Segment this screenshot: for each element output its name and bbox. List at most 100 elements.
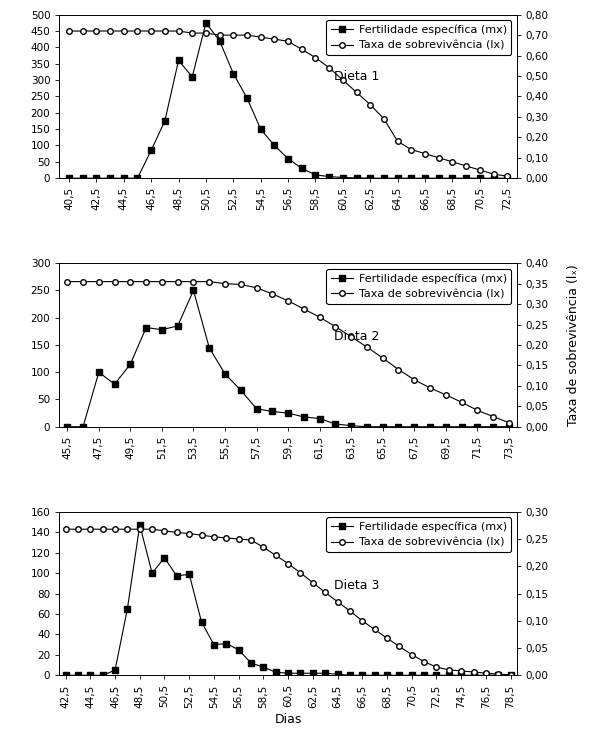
Taxa de sobrevivência (lx) <box>244 31 251 40</box>
Taxa de sobrevivência (lx) <box>285 297 292 305</box>
Legend: Fertilidade específica (mx), Taxa de sobrevivência (lx): Fertilidade específica (mx), Taxa de sob… <box>327 269 511 304</box>
Fertilidade específica (mx) <box>443 422 450 431</box>
Taxa de sobrevivência (lx) <box>190 277 197 286</box>
Fertilidade específica (mx) <box>312 170 319 179</box>
Fertilidade específica (mx) <box>458 422 465 431</box>
Taxa de sobrevivência (lx) <box>223 534 230 542</box>
Fertilidade específica (mx) <box>449 174 456 183</box>
Fertilidade específica (mx) <box>257 125 264 134</box>
Legend: Fertilidade específica (mx), Taxa de sobrevivência (lx): Fertilidade específica (mx), Taxa de sob… <box>327 517 511 552</box>
Taxa de sobrevivência (lx) <box>371 625 378 634</box>
Fertilidade específica (mx) <box>395 422 402 431</box>
Taxa de sobrevivência (lx) <box>253 283 260 292</box>
Fertilidade específica (mx) <box>426 422 434 431</box>
Taxa de sobrevivência (lx) <box>285 559 292 568</box>
X-axis label: Dias: Dias <box>274 713 302 726</box>
Taxa de sobrevivência (lx) <box>248 536 255 545</box>
Fertilidade específica (mx) <box>407 174 415 183</box>
Fertilidade específica (mx) <box>248 658 255 667</box>
Taxa de sobrevivência (lx) <box>161 526 168 535</box>
Fertilidade específica (mx) <box>470 671 477 680</box>
Fertilidade específica (mx) <box>326 172 333 181</box>
Fertilidade específica (mx) <box>65 174 72 183</box>
Fertilidade específica (mx) <box>285 154 292 163</box>
Fertilidade específica (mx) <box>271 141 278 150</box>
Taxa de sobrevivência (lx) <box>353 88 360 97</box>
Fertilidade específica (mx) <box>422 174 429 183</box>
Fertilidade específica (mx) <box>353 173 360 182</box>
Taxa de sobrevivência (lx) <box>147 26 154 35</box>
Taxa de sobrevivência (lx) <box>380 115 387 123</box>
Taxa de sobrevivência (lx) <box>79 26 86 35</box>
Line: Fertilidade específica (mx): Fertilidade específica (mx) <box>65 288 511 429</box>
Taxa de sobrevivência (lx) <box>339 76 346 84</box>
Taxa de sobrevivência (lx) <box>504 172 511 181</box>
Text: Taxa de sobrevivência (lₓ): Taxa de sobrevivência (lₓ) <box>567 264 580 426</box>
Fertilidade específica (mx) <box>347 421 355 430</box>
Fertilidade específica (mx) <box>334 670 341 679</box>
Fertilidade específica (mx) <box>260 663 267 672</box>
Fertilidade específica (mx) <box>210 640 217 649</box>
Fertilidade específica (mx) <box>198 618 205 627</box>
Fertilidade específica (mx) <box>421 671 428 680</box>
Taxa de sobrevivência (lx) <box>470 668 477 677</box>
Fertilidade específica (mx) <box>244 94 251 103</box>
Fertilidade específica (mx) <box>490 174 497 183</box>
Taxa de sobrevivência (lx) <box>272 551 279 560</box>
Fertilidade específica (mx) <box>190 286 197 295</box>
Fertilidade específica (mx) <box>147 146 154 155</box>
Taxa de sobrevivência (lx) <box>159 277 166 286</box>
Fertilidade específica (mx) <box>106 174 113 183</box>
Fertilidade específica (mx) <box>268 407 276 416</box>
Fertilidade específica (mx) <box>383 671 390 680</box>
Fertilidade específica (mx) <box>189 73 196 81</box>
Taxa de sobrevivência (lx) <box>237 280 244 289</box>
Fertilidade específica (mx) <box>285 409 292 418</box>
Taxa de sobrevivência (lx) <box>410 375 418 384</box>
Taxa de sobrevivência (lx) <box>198 531 205 539</box>
Taxa de sobrevivência (lx) <box>298 45 305 54</box>
Taxa de sobrevivência (lx) <box>332 322 339 331</box>
Fertilidade específica (mx) <box>504 174 511 183</box>
Fertilidade específica (mx) <box>446 671 453 680</box>
Taxa de sobrevivência (lx) <box>216 31 223 40</box>
Taxa de sobrevivência (lx) <box>334 597 341 606</box>
Taxa de sobrevivência (lx) <box>474 406 481 415</box>
Taxa de sobrevivência (lx) <box>449 157 456 166</box>
Fertilidade específica (mx) <box>495 671 502 680</box>
Taxa de sobrevivência (lx) <box>65 26 72 35</box>
Taxa de sobrevivência (lx) <box>162 26 169 35</box>
Fertilidade específica (mx) <box>410 422 418 431</box>
Taxa de sobrevivência (lx) <box>394 137 401 146</box>
Line: Fertilidade específica (mx): Fertilidade específica (mx) <box>63 523 513 678</box>
Taxa de sobrevivência (lx) <box>127 277 134 286</box>
Fertilidade específica (mx) <box>230 69 237 78</box>
Fertilidade específica (mx) <box>93 174 100 183</box>
Fertilidade específica (mx) <box>62 671 69 680</box>
Taxa de sobrevivência (lx) <box>433 663 440 672</box>
Fertilidade específica (mx) <box>111 379 118 388</box>
Line: Fertilidade específica (mx): Fertilidade específica (mx) <box>66 20 510 181</box>
Taxa de sobrevivência (lx) <box>95 277 102 286</box>
Line: Taxa de sobrevivência (lx): Taxa de sobrevivência (lx) <box>65 279 511 426</box>
Fertilidade específica (mx) <box>272 668 279 677</box>
Fertilidade específica (mx) <box>366 174 374 183</box>
Fertilidade específica (mx) <box>285 669 292 677</box>
Taxa de sobrevivência (lx) <box>120 26 127 35</box>
Taxa de sobrevivência (lx) <box>143 277 150 286</box>
Taxa de sobrevivência (lx) <box>379 354 386 363</box>
Taxa de sobrevivência (lx) <box>268 289 276 298</box>
Taxa de sobrevivência (lx) <box>312 53 319 62</box>
Legend: Fertilidade específica (mx), Taxa de sobrevivência (lx): Fertilidade específica (mx), Taxa de sob… <box>327 21 511 55</box>
Fertilidade específica (mx) <box>332 420 339 429</box>
Fertilidade específica (mx) <box>74 671 81 680</box>
Fertilidade específica (mx) <box>173 572 181 581</box>
Taxa de sobrevivência (lx) <box>359 617 366 625</box>
Fertilidade específica (mx) <box>161 553 168 562</box>
Fertilidade específica (mx) <box>298 164 305 172</box>
Fertilidade específica (mx) <box>143 323 150 332</box>
Fertilidade específica (mx) <box>222 369 229 378</box>
Fertilidade específica (mx) <box>223 639 230 648</box>
Fertilidade específica (mx) <box>95 368 102 377</box>
Taxa de sobrevivência (lx) <box>257 33 264 42</box>
